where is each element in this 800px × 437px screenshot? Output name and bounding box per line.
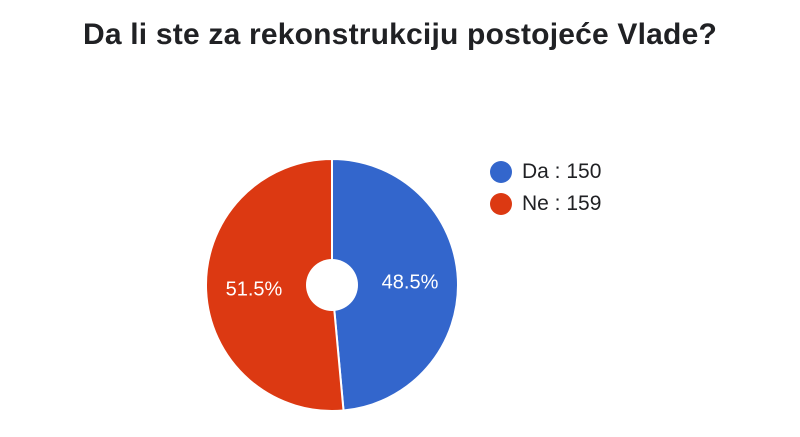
pie-slice-da bbox=[331, 157, 459, 412]
chart-title: Da li ste za rekonstrukciju postojeće Vl… bbox=[82, 18, 717, 51]
legend-item-ne: Ne : 159 bbox=[490, 188, 601, 220]
pie-slice-ne bbox=[205, 157, 345, 412]
legend-swatch-ne bbox=[490, 193, 512, 215]
pie-label-da: 48.5% bbox=[382, 271, 439, 293]
legend-item-da: Da : 150 bbox=[490, 156, 601, 188]
legend: Da : 150 Ne : 159 bbox=[490, 156, 601, 220]
pie-label-ne: 51.5% bbox=[226, 279, 283, 301]
legend-swatch-da bbox=[490, 161, 512, 183]
donut-hole bbox=[306, 259, 358, 311]
legend-label-ne: Ne : 159 bbox=[522, 192, 602, 215]
legend-label-da: Da : 150 bbox=[522, 160, 602, 183]
